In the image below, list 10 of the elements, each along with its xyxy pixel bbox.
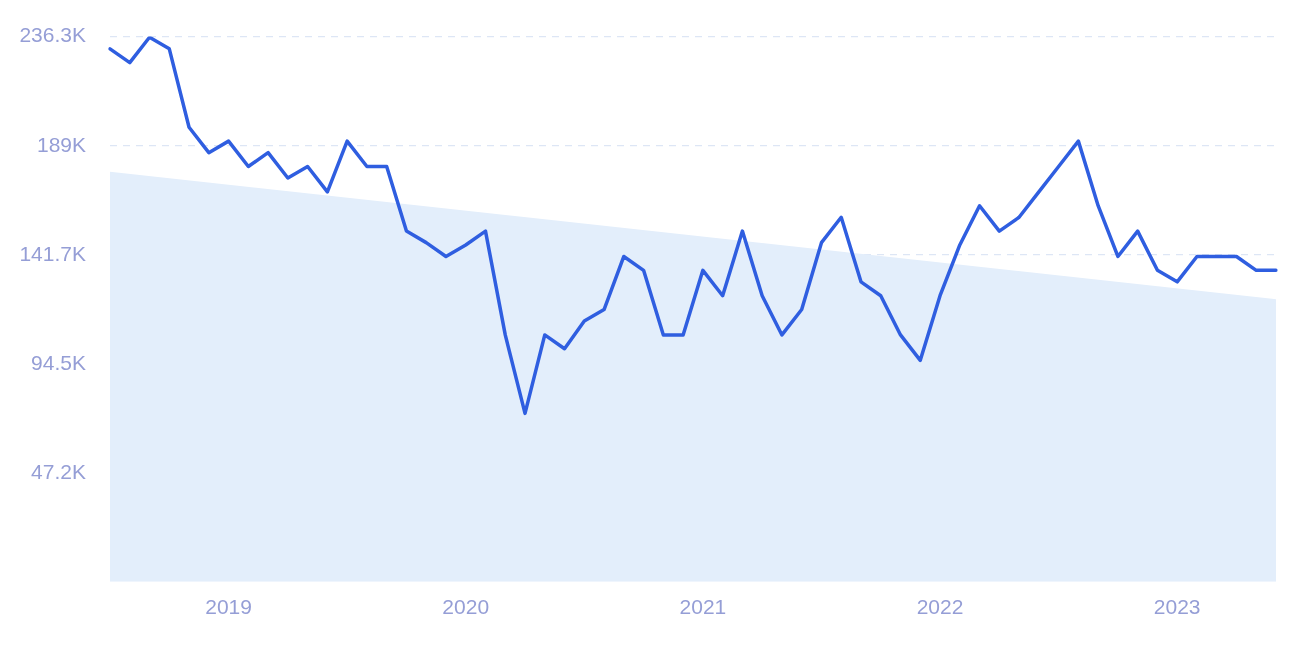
x-tick-label: 2022 [916, 595, 964, 619]
x-tick-label: 2019 [205, 595, 252, 619]
y-tick-label: 47.2K [31, 459, 86, 483]
y-tick-label: 189K [36, 132, 86, 156]
y-tick-label: 236.3K [19, 23, 86, 47]
x-tick-label: 2023 [1153, 595, 1201, 619]
y-tick-label: 141.7K [19, 241, 86, 265]
x-tick-label: 2020 [442, 595, 490, 619]
x-tick-label: 2021 [679, 595, 727, 619]
y-tick-label: 94.5K [31, 350, 86, 374]
